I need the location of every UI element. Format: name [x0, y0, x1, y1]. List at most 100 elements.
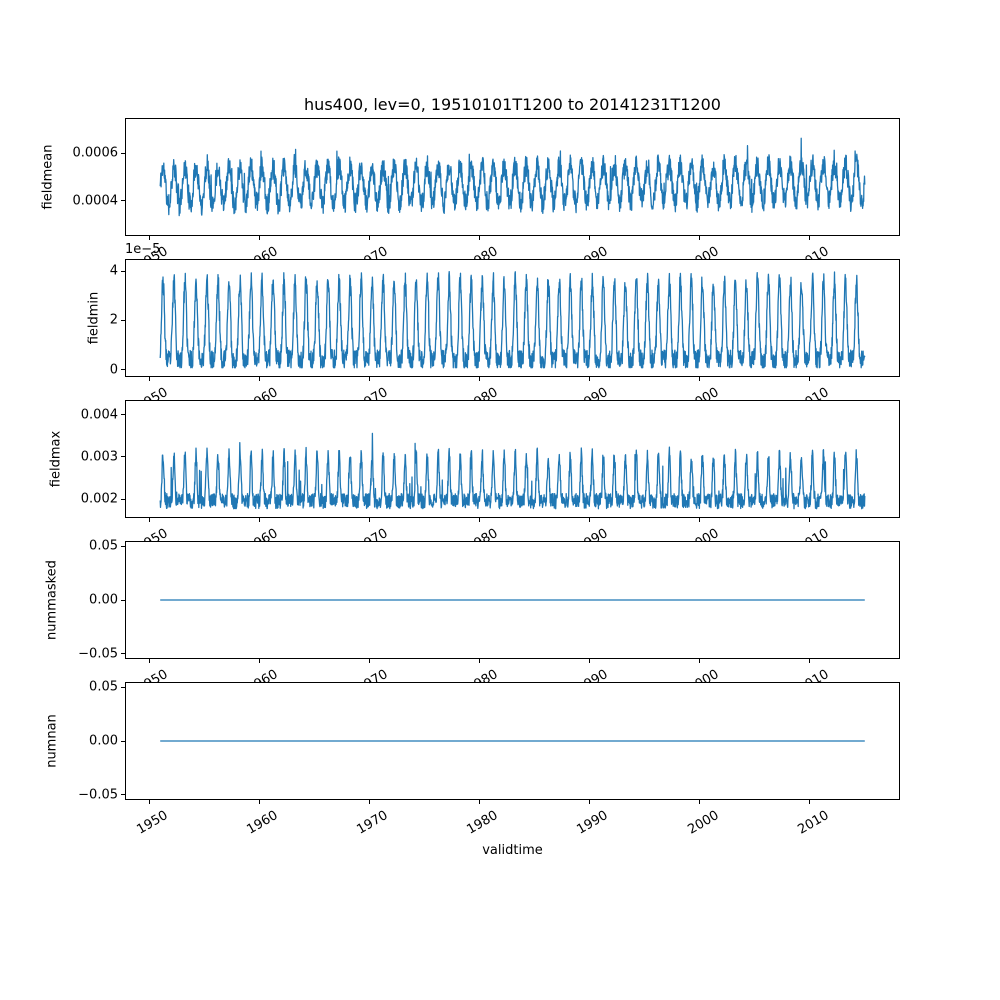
x-tick-label: 1960: [244, 667, 281, 697]
x-axis-label: validtime: [482, 843, 543, 858]
x-tick-mark: [699, 236, 701, 240]
x-tick-mark: [258, 236, 260, 240]
x-tick-label: 2000: [684, 385, 722, 415]
x-tick-label: 1990: [574, 385, 612, 415]
y-tick-mark: [121, 319, 125, 321]
series-line-numnan: [125, 682, 900, 800]
x-tick-label: 1950: [134, 667, 171, 697]
y-tick-label: 0.0006: [72, 145, 119, 161]
y-tick-mark: [121, 200, 125, 202]
y-tick-label: 0: [109, 362, 118, 378]
x-tick-label: 2000: [684, 808, 722, 838]
x-tick-mark: [589, 659, 591, 663]
y-tick-mark: [121, 369, 125, 371]
x-tick-mark: [368, 518, 370, 522]
x-tick-mark: [368, 659, 370, 663]
y-tick-mark: [121, 456, 125, 458]
plot-area: [125, 541, 900, 659]
y-tick-mark: [121, 740, 125, 742]
plot-area: [125, 118, 900, 236]
x-tick-label: 2000: [684, 244, 722, 274]
y-axis-label-fieldmean: fieldmean: [40, 144, 56, 210]
x-tick-label: 2010: [795, 667, 832, 697]
x-tick-mark: [258, 800, 260, 804]
x-tick-label: 1950: [134, 808, 171, 838]
y-tick-mark: [121, 270, 125, 272]
x-tick-label: 1980: [464, 667, 501, 697]
y-tick-mark: [121, 152, 125, 154]
plot-area: [125, 682, 900, 800]
y-tick-mark: [121, 414, 125, 416]
x-tick-label: 1960: [244, 808, 281, 838]
y-tick-mark: [121, 498, 125, 500]
x-tick-label: 1950: [134, 244, 171, 274]
x-tick-mark: [148, 659, 150, 663]
x-tick-mark: [699, 518, 701, 522]
x-tick-mark: [809, 659, 811, 663]
x-tick-mark: [809, 800, 811, 804]
x-tick-mark: [478, 518, 480, 522]
x-tick-label: 1960: [244, 385, 281, 415]
y-tick-label: 0.00: [89, 592, 118, 608]
x-tick-mark: [478, 236, 480, 240]
y-tick-label: 0.004: [80, 407, 118, 423]
y-tick-label: 0.002: [80, 491, 118, 507]
series-line-fieldmin: [125, 259, 900, 377]
x-tick-label: 1970: [354, 385, 391, 415]
x-tick-label: 1970: [354, 667, 391, 697]
x-tick-label: 2010: [795, 385, 832, 415]
x-tick-label: 2010: [795, 244, 832, 274]
y-tick-label: 0.05: [89, 538, 118, 554]
y-tick-label: 0.0004: [72, 193, 119, 209]
x-tick-mark: [148, 518, 150, 522]
x-tick-mark: [699, 377, 701, 381]
x-tick-label: 1990: [574, 244, 612, 274]
x-tick-mark: [589, 236, 591, 240]
x-tick-mark: [368, 377, 370, 381]
x-tick-label: 2010: [795, 526, 832, 556]
series-line-nummasked: [125, 541, 900, 659]
y-tick-label: −0.05: [78, 646, 118, 662]
y-tick-label: 2: [109, 312, 118, 328]
x-tick-label: 1970: [354, 808, 391, 838]
x-tick-mark: [589, 800, 591, 804]
y-tick-label: 0.003: [80, 449, 118, 465]
chart-title: hus400, lev=0, 19510101T1200 to 20141231…: [304, 95, 721, 114]
x-tick-mark: [258, 377, 260, 381]
x-tick-mark: [699, 800, 701, 804]
x-tick-mark: [258, 518, 260, 522]
x-tick-mark: [589, 377, 591, 381]
x-tick-label: 2000: [684, 526, 722, 556]
x-tick-label: 1990: [574, 526, 612, 556]
x-tick-label: 1980: [464, 385, 501, 415]
x-tick-label: 1970: [354, 244, 391, 274]
x-tick-label: 1980: [464, 244, 501, 274]
x-tick-mark: [809, 518, 811, 522]
x-tick-mark: [148, 377, 150, 381]
x-tick-mark: [368, 800, 370, 804]
x-tick-label: 1980: [464, 526, 501, 556]
x-tick-label: 2010: [795, 808, 832, 838]
y-axis-offset-text: 1e−5: [125, 242, 161, 257]
x-tick-label: 1990: [574, 808, 612, 838]
x-tick-mark: [148, 236, 150, 240]
x-tick-mark: [148, 800, 150, 804]
y-axis-label-nummasked: nummasked: [44, 560, 60, 640]
x-tick-label: 1990: [574, 667, 612, 697]
x-tick-mark: [589, 518, 591, 522]
x-tick-mark: [258, 659, 260, 663]
x-tick-mark: [699, 659, 701, 663]
x-tick-label: 1960: [244, 244, 281, 274]
x-tick-mark: [809, 377, 811, 381]
x-tick-label: 1950: [134, 385, 171, 415]
y-tick-label: −0.05: [78, 787, 118, 803]
x-tick-mark: [478, 659, 480, 663]
x-tick-label: 1970: [354, 526, 391, 556]
y-tick-label: 0.00: [89, 733, 118, 749]
x-tick-label: 1980: [464, 808, 501, 838]
x-tick-mark: [478, 800, 480, 804]
y-tick-mark: [121, 686, 125, 688]
y-tick-label: 0.05: [89, 679, 118, 695]
x-tick-label: 1950: [134, 526, 171, 556]
y-tick-mark: [121, 653, 125, 655]
